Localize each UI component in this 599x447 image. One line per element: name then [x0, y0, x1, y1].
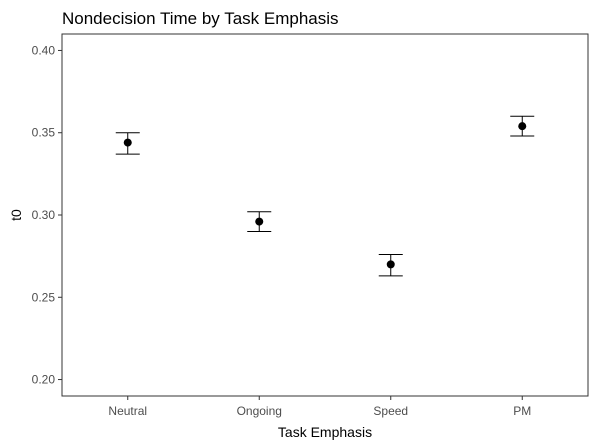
data-marks — [115, 115, 535, 277]
x-axis: Neutral Ongoing Speed PM — [108, 396, 531, 418]
data-point-pm — [518, 122, 527, 131]
y-tick-label: 0.20 — [32, 373, 56, 387]
y-tick-label: 0.25 — [32, 290, 56, 304]
y-tick-label: 0.40 — [32, 43, 56, 57]
y-axis: 0.20 0.25 0.30 0.35 0.40 — [32, 43, 62, 387]
x-tick-label: Neutral — [108, 404, 147, 418]
data-point-neutral — [123, 138, 132, 147]
y-tick-label: 0.30 — [32, 208, 56, 222]
chart-title: Nondecision Time by Task Emphasis — [62, 9, 339, 28]
data-point-ongoing — [255, 217, 264, 226]
x-axis-title: Task Emphasis — [278, 424, 372, 440]
x-tick-label: PM — [513, 404, 531, 418]
y-tick-label: 0.35 — [32, 126, 56, 140]
x-tick-label: Speed — [373, 404, 408, 418]
data-point-speed — [386, 260, 395, 269]
x-tick-label: Ongoing — [237, 404, 282, 418]
panel-border — [61, 33, 589, 397]
y-axis-title: t0 — [8, 209, 24, 221]
